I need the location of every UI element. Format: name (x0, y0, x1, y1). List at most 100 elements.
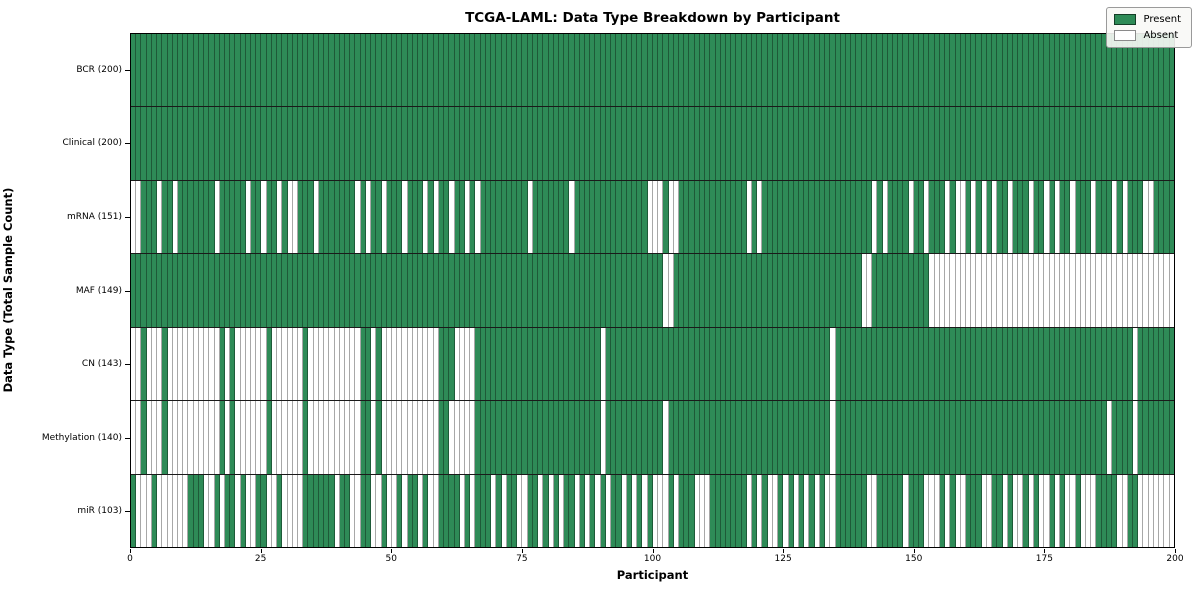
absent-cell (1159, 474, 1165, 547)
absent-cell (459, 401, 465, 474)
present-cell (324, 107, 330, 180)
present-cell (433, 34, 439, 107)
present-cell (282, 180, 288, 254)
present-cell (767, 107, 773, 180)
absent-cell (433, 401, 439, 474)
absent-cell (1070, 474, 1076, 547)
present-cell (804, 180, 810, 254)
present-cell (632, 401, 638, 474)
present-cell (919, 34, 925, 107)
absent-cell (292, 474, 298, 547)
absent-cell (402, 327, 408, 401)
present-cell (266, 180, 272, 254)
absent-cell (929, 254, 935, 327)
present-cell (997, 107, 1003, 180)
present-cell (569, 34, 575, 107)
present-cell (825, 180, 831, 254)
absent-cell (966, 254, 972, 327)
present-cell (485, 34, 492, 107)
present-cell (966, 107, 972, 180)
present-cell (966, 180, 972, 254)
present-cell (585, 34, 591, 107)
present-cell (553, 401, 559, 474)
absent-cell (1133, 254, 1139, 327)
absent-cell (652, 180, 659, 254)
present-cell (877, 34, 883, 107)
present-cell (1033, 180, 1040, 254)
present-cell (532, 180, 539, 254)
present-cell (856, 254, 862, 327)
present-cell (511, 327, 518, 401)
present-cell (746, 107, 753, 180)
present-cell (1169, 107, 1174, 180)
absent-cell (1122, 254, 1128, 327)
present-cell (877, 107, 883, 180)
present-cell (992, 327, 998, 401)
y-tick-label-CN: CN (143) (81, 359, 122, 370)
present-cell (167, 34, 173, 107)
present-cell (976, 34, 982, 107)
present-cell (371, 254, 377, 327)
present-cell (913, 327, 920, 401)
present-cell (924, 34, 930, 107)
present-cell (699, 180, 706, 254)
present-cell (1143, 401, 1149, 474)
present-cell (360, 254, 366, 327)
present-cell (934, 401, 940, 474)
absent-cell (663, 254, 669, 327)
present-cell (131, 254, 137, 327)
present-cell (966, 401, 972, 474)
present-cell (699, 254, 706, 327)
present-cell (725, 401, 732, 474)
absent-cell (204, 401, 210, 474)
present-cell (950, 327, 956, 401)
present-cell (240, 180, 246, 254)
absent-cell (454, 327, 460, 401)
present-cell (1065, 327, 1071, 401)
absent-cell (376, 474, 382, 547)
present-cell (986, 107, 993, 180)
present-cell (793, 254, 799, 327)
present-cell (1127, 474, 1133, 547)
absent-cell (1153, 474, 1160, 547)
present-cell (668, 474, 674, 547)
present-cell (600, 34, 606, 107)
absent-cell (235, 327, 241, 401)
present-cell (626, 107, 632, 180)
present-cell (423, 254, 429, 327)
absent-cell (538, 474, 544, 547)
absent-cell (287, 327, 293, 401)
absent-cell (151, 401, 158, 474)
present-cell (934, 327, 940, 401)
present-cell (240, 107, 246, 180)
present-cell (772, 254, 779, 327)
present-cell (193, 34, 199, 107)
absent-cell (934, 254, 940, 327)
present-cell (1148, 107, 1154, 180)
present-cell (778, 401, 784, 474)
present-cell (856, 401, 862, 474)
present-cell (308, 180, 314, 254)
present-cell (929, 327, 935, 401)
present-cell (543, 107, 549, 180)
present-cell (715, 254, 721, 327)
present-cell (605, 401, 612, 474)
absent-cell (595, 474, 601, 547)
present-cell (872, 107, 878, 180)
present-cell (663, 180, 669, 254)
present-cell (444, 180, 450, 254)
present-cell (861, 327, 867, 401)
present-cell (209, 107, 215, 180)
absent-cell (277, 327, 283, 401)
present-cell (418, 34, 424, 107)
present-cell (699, 327, 706, 401)
present-cell (548, 34, 554, 107)
present-cell (960, 327, 966, 401)
present-cell (188, 107, 194, 180)
absent-cell (1023, 254, 1029, 327)
present-cell (809, 107, 815, 180)
absent-cell (277, 401, 283, 474)
present-cell (1096, 34, 1102, 107)
present-cell (814, 401, 820, 474)
present-cell (418, 107, 424, 180)
